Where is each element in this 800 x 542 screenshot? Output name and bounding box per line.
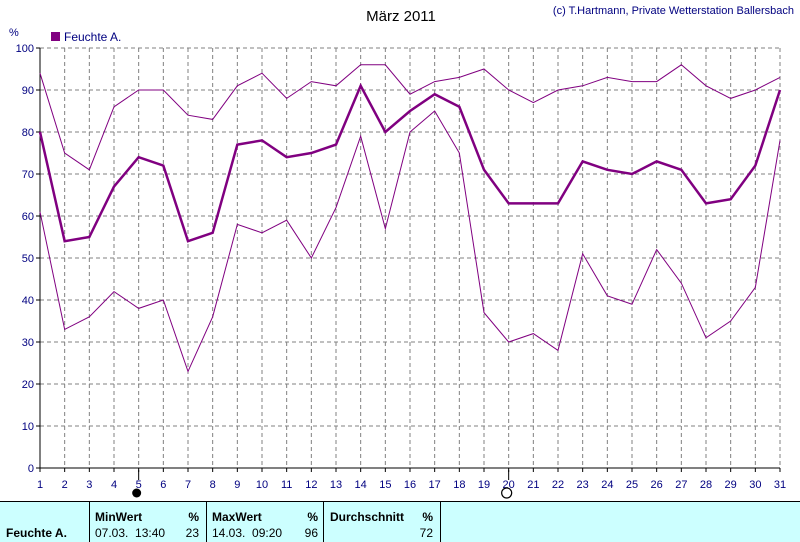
x-tick-label: 29 — [725, 479, 737, 491]
x-tick-label: 12 — [305, 479, 317, 491]
legend-label: Feuchte A. — [64, 30, 121, 44]
series-line-max — [39, 64, 781, 171]
stats-max-unit: % — [307, 510, 318, 524]
x-tick-label: 1 — [37, 479, 43, 491]
x-tick-label: 6 — [160, 479, 166, 491]
y-tick-label: 90 — [22, 85, 34, 97]
stats-max-header: MaxWert — [212, 510, 262, 524]
x-tick-label: 16 — [404, 479, 416, 491]
statistics-bar: Feuchte A. MinWert % 07.03. 13:40 23 Max… — [0, 501, 800, 542]
x-tick-label: 25 — [626, 479, 638, 491]
x-tick-label: 30 — [749, 479, 761, 491]
y-tick-label: 40 — [22, 295, 34, 307]
x-tick-label: 27 — [675, 479, 687, 491]
stats-avg-value: 72 — [419, 526, 433, 540]
y-tick-label: 0 — [28, 463, 34, 475]
y-tick-label: 100 — [16, 43, 34, 55]
legend-swatch — [51, 32, 60, 41]
y-tick-label: 80 — [22, 127, 34, 139]
humidity-chart: März 2011 (c) T.Hartmann, Private Wetter… — [9, 5, 794, 499]
x-tick-label: 31 — [774, 479, 786, 491]
x-tick-label: 19 — [478, 479, 490, 491]
x-tick-label: 11 — [281, 479, 292, 491]
series-line-mean — [38, 82, 782, 243]
full-moon-icon — [132, 488, 142, 498]
stats-series-cell: Feuchte A. — [0, 502, 90, 542]
x-tick-label: 28 — [700, 479, 712, 491]
stats-min-datetime: 07.03. 13:40 — [95, 526, 166, 540]
copyright-text: (c) T.Hartmann, Private Wetterstation Ba… — [553, 5, 794, 17]
stats-avg-header: Durchschnitt — [330, 510, 405, 524]
x-tick-label: 23 — [577, 479, 589, 491]
x-tick-label: 7 — [185, 479, 191, 491]
stats-max-datetime: 14.03. 09:20 — [212, 526, 283, 540]
stats-max-cell: MaxWert % 14.03. 09:20 96 — [207, 502, 324, 542]
stats-min-value: 23 — [185, 526, 199, 540]
x-tick-label: 8 — [210, 479, 216, 491]
x-tick-label: 9 — [234, 479, 240, 491]
x-tick-label: 24 — [601, 479, 613, 491]
x-tick-label: 18 — [453, 479, 465, 491]
x-ticks: 1 2 3 4 5 6 7 8 9 10 11 12 13 14 15 16 17 18 19 20 21 22 23 24 2… — [37, 468, 786, 491]
x-tick-label: 10 — [256, 479, 268, 491]
stats-min-unit: % — [188, 510, 199, 524]
x-tick-label: 15 — [379, 479, 391, 491]
stats-series-label: Feuchte A. — [6, 526, 67, 540]
x-tick-label: 2 — [62, 479, 68, 491]
series-line-min — [39, 110, 781, 373]
x-tick-label: 17 — [429, 479, 441, 491]
x-tick-label: 3 — [86, 479, 92, 491]
x-tick-label: 21 — [527, 479, 539, 491]
new-moon-icon — [501, 487, 513, 499]
x-tick-label: 14 — [355, 479, 367, 491]
chart-title: März 2011 — [366, 8, 436, 25]
x-tick-label: 4 — [111, 479, 117, 491]
stats-max-value: 96 — [304, 526, 318, 540]
x-tick-label: 5 — [136, 479, 142, 491]
y-ticks: 0 10 20 30 40 50 60 70 80 90 100 — [16, 43, 40, 475]
x-tick-label: 26 — [651, 479, 663, 491]
y-tick-label: 30 — [22, 337, 34, 349]
y-tick-label: 10 — [22, 421, 34, 433]
y-tick-label: 60 — [22, 211, 34, 223]
stats-avg-cell: Durchschnitt % 72 — [324, 502, 441, 542]
y-tick-label: 20 — [22, 379, 34, 391]
stats-min-cell: MinWert % 07.03. 13:40 23 — [90, 502, 207, 542]
y-tick-label: 50 — [22, 253, 34, 265]
stats-avg-unit: % — [422, 510, 433, 524]
x-tick-label: 13 — [330, 479, 342, 491]
y-tick-label: 70 — [22, 169, 34, 181]
moon-markers — [132, 470, 513, 499]
y-axis-unit: % — [9, 27, 19, 39]
series-lines — [38, 64, 782, 373]
x-tick-label: 22 — [552, 479, 564, 491]
stats-min-header: MinWert — [95, 510, 143, 524]
